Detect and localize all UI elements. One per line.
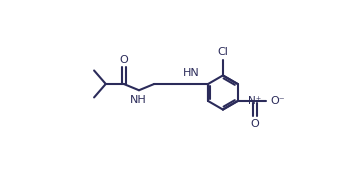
Text: NH: NH	[130, 95, 147, 105]
Text: N⁺: N⁺	[248, 96, 261, 106]
Text: Cl: Cl	[217, 47, 228, 57]
Text: HN: HN	[183, 68, 199, 78]
Text: O: O	[120, 55, 128, 65]
Text: O⁻: O⁻	[270, 96, 285, 106]
Text: O: O	[250, 119, 259, 129]
